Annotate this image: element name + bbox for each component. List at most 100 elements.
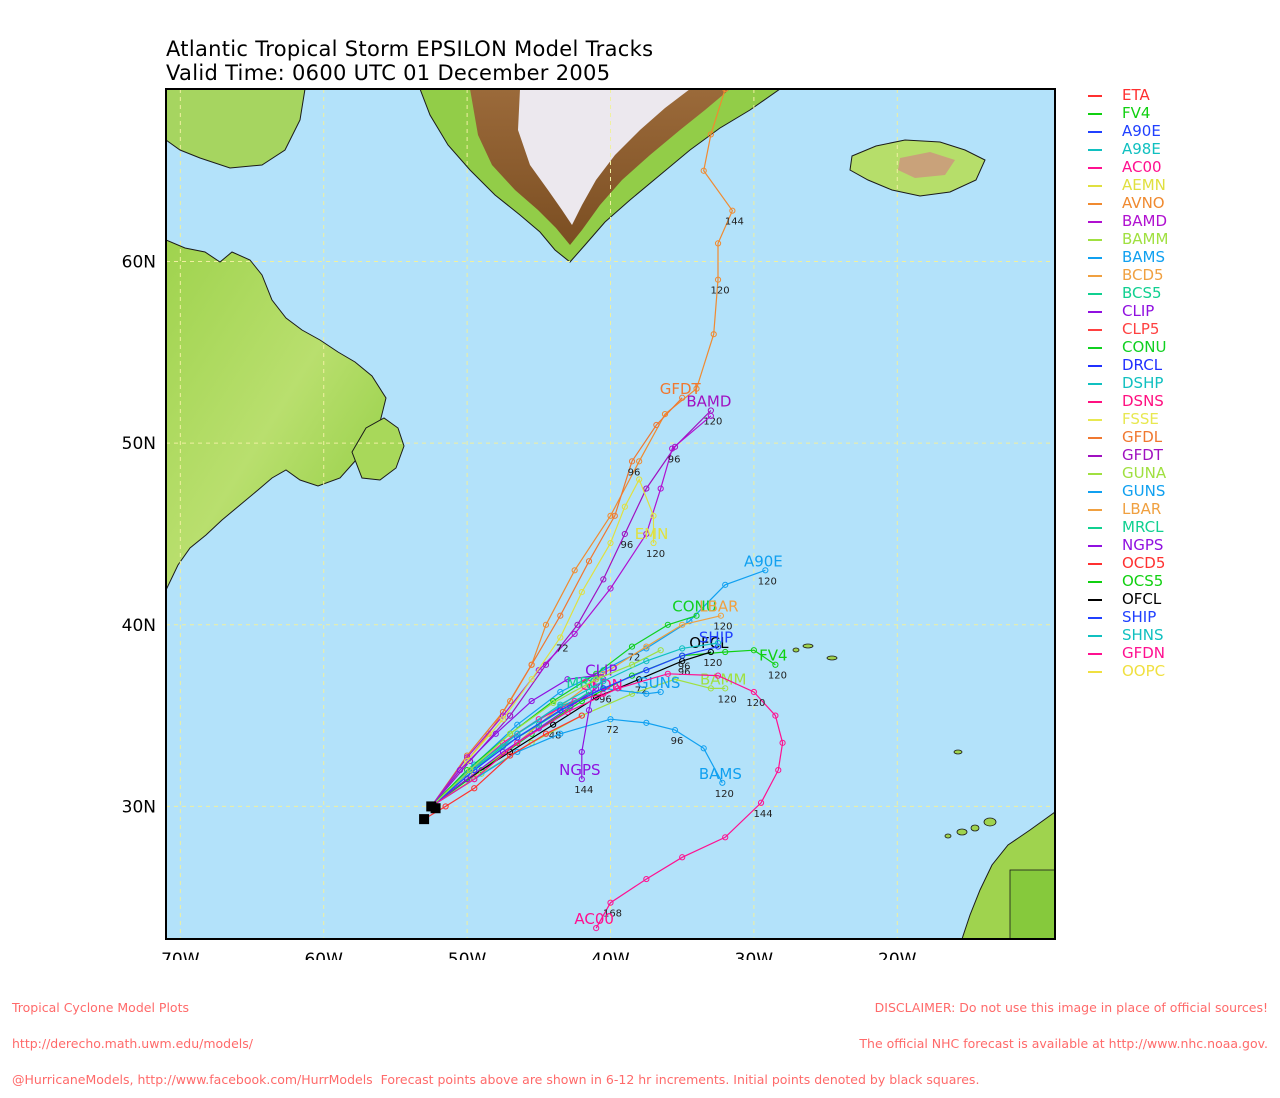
forecast-point: [719, 779, 726, 786]
legend-item-gfdl: GFDL: [1088, 428, 1168, 446]
forecast-point: [621, 530, 628, 538]
track-ngps: 144 NGPS: [430, 672, 601, 807]
legend-swatch: [1088, 130, 1102, 133]
legend-item-guns: GUNS: [1088, 482, 1168, 500]
legend-label: DSNS: [1122, 392, 1164, 410]
track-line: [430, 410, 712, 807]
forecast-point: [664, 670, 671, 677]
legend-item-ofcl: OFCL: [1088, 590, 1168, 608]
legend-item-gfdn: GFDN: [1088, 644, 1168, 662]
forecast-point: [557, 688, 564, 696]
lat-label: 40N: [122, 616, 156, 636]
forecast-hour-label: 120: [703, 658, 722, 669]
lat-label: 30N: [122, 797, 156, 817]
forecast-point: [729, 207, 736, 214]
forecast-point: [514, 730, 521, 737]
legend-item-bcs5: BCS5: [1088, 284, 1168, 302]
legend-swatch: [1088, 94, 1102, 97]
legend-item-a90e: A90E: [1088, 122, 1168, 140]
legend-item-eta: ETA: [1088, 86, 1168, 104]
greenland-icecap: [518, 89, 690, 225]
legend-item-bamd: BAMD: [1088, 212, 1168, 230]
legend-item-shns: SHNS: [1088, 626, 1168, 644]
model-tracks: 120 144 AVNO 96 GFDT 96 120 BAMD 96 72 120 EMN 120 A9…: [423, 89, 788, 932]
track-line: [430, 678, 604, 807]
forecast-hour-label: 120: [768, 671, 787, 682]
forecast-point: [574, 621, 581, 628]
forecast-point: [657, 688, 664, 696]
forecast-hour-label: 144: [574, 785, 593, 796]
legend-swatch: [1088, 544, 1102, 547]
track-label: FV4: [759, 647, 787, 665]
forecast-point: [471, 776, 478, 783]
forecast-hour-label: 96: [620, 540, 633, 551]
track-label: A90E: [744, 552, 783, 570]
track-line: [430, 674, 597, 807]
forecast-point: [714, 643, 722, 650]
forecast-point: [669, 445, 676, 452]
forecast-point: [643, 719, 650, 726]
forecast-point: [710, 331, 717, 338]
footer-note: @HurricaneModels, http://www.facebook.co…: [12, 1072, 980, 1087]
legend-label: BAMS: [1122, 248, 1166, 266]
track-line: [430, 649, 661, 807]
legend-label: BAMD: [1122, 212, 1168, 230]
legend-label: SHNS: [1122, 626, 1164, 644]
legend-swatch: [1088, 274, 1102, 277]
legend-item-ship: SHIP: [1088, 608, 1168, 626]
legend-label: NGPS: [1122, 536, 1164, 554]
forecast-point: [700, 167, 707, 174]
forecast-point: [722, 834, 729, 841]
track-label: SHIP: [699, 629, 733, 647]
forecast-point: [578, 748, 585, 756]
track-label: BAMS: [699, 765, 742, 783]
legend-item-ac00: AC00: [1088, 158, 1168, 176]
forecast-point: [679, 621, 686, 628]
legend-label: CLIP: [1122, 302, 1155, 320]
track-gfdl: 96 GFDT: [430, 380, 702, 807]
legend-label: LBAR: [1122, 500, 1162, 518]
forecast-point: [528, 697, 535, 705]
forecast-point: [593, 676, 600, 683]
legend-item-bamm: BAMM: [1088, 230, 1168, 248]
track-label: LBAR: [699, 598, 738, 616]
forecast-point: [636, 458, 643, 465]
forecast-point: [471, 766, 478, 774]
track-line: [430, 673, 784, 929]
forecast-point: [714, 672, 722, 679]
footer-site-url[interactable]: http://derecho.math.uwm.edu/models/: [12, 1036, 254, 1051]
track-gfdt: 96 120 BAMD: [430, 392, 731, 807]
legend-swatch: [1088, 148, 1102, 151]
lon-label: 50W: [448, 950, 487, 960]
legend-swatch: [1088, 292, 1102, 295]
forecast-point: [499, 716, 507, 723]
forecast-point: [571, 567, 578, 574]
forecast-point: [722, 685, 729, 692]
axis-labels: 60N 50N 40N 30N 70W 60W 50W 40W 30W 20W: [122, 253, 917, 960]
forecast-point: [528, 661, 535, 668]
forecast-point: [722, 648, 729, 656]
legend-label: MRCL: [1122, 518, 1164, 536]
forecast-point: [707, 648, 714, 656]
forecast-point: [693, 612, 700, 619]
forecast-point: [593, 672, 600, 679]
legend-swatch: [1088, 166, 1102, 169]
legend-label: CLP5: [1122, 320, 1160, 338]
map-frame: 120 144 AVNO 96 GFDT 96 120 BAMD 96 72 120 EMN 120 A9…: [122, 88, 1056, 960]
forecast-point: [671, 727, 679, 734]
forecast-hour-label: 144: [754, 809, 773, 820]
legend-swatch: [1088, 508, 1102, 511]
forecast-point: [478, 770, 485, 777]
legend-item-ngps: NGPS: [1088, 536, 1168, 554]
forecast-point: [671, 676, 679, 683]
track-label: AC00: [574, 910, 614, 928]
forecast-hour-label: 72: [556, 644, 569, 655]
lon-label: 20W: [878, 950, 917, 960]
forecast-point: [535, 667, 542, 674]
legend-swatch: [1088, 616, 1102, 619]
legend-swatch: [1088, 184, 1102, 187]
legend-item-oopc: OOPC: [1088, 662, 1168, 680]
legend-label: A90E: [1122, 122, 1161, 140]
footer-site-title: Tropical Cyclone Model Plots: [12, 1000, 189, 1015]
forecast-point: [664, 621, 671, 628]
